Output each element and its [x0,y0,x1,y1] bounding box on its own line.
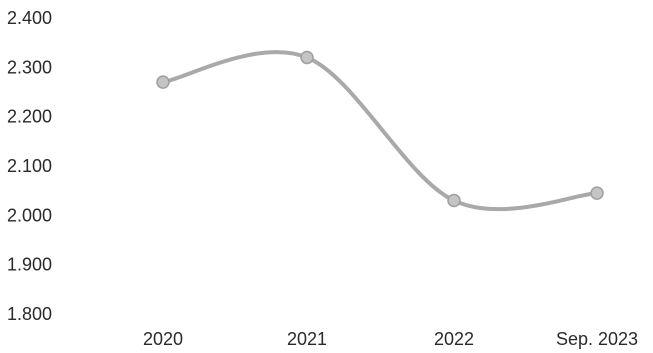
data-point-2021 [300,50,314,65]
y-tick-label: 2.400 [7,8,52,28]
x-axis: 2020 2021 2022 Sep. 2023 [143,329,638,349]
y-tick-label: 2.100 [7,156,52,176]
x-tick-label: 2020 [143,329,183,349]
y-tick-label: 2.300 [7,57,52,77]
x-tick-label: 2021 [287,329,327,349]
y-axis: 2.400 2.300 2.200 2.100 2.000 1.900 1.800 [7,8,52,324]
series-line [161,50,599,212]
y-tick-label: 2.000 [7,205,52,225]
x-tick-label: 2022 [434,329,474,349]
data-point-2022 [447,193,461,208]
y-tick-label: 1.800 [7,304,52,324]
y-tick-label: 1.900 [7,255,52,275]
data-point-2020 [156,75,170,89]
x-tick-label: Sep. 2023 [556,329,638,349]
data-point-sep-2023 [590,186,604,200]
plot-area [156,50,604,212]
y-tick-label: 2.200 [7,107,52,127]
